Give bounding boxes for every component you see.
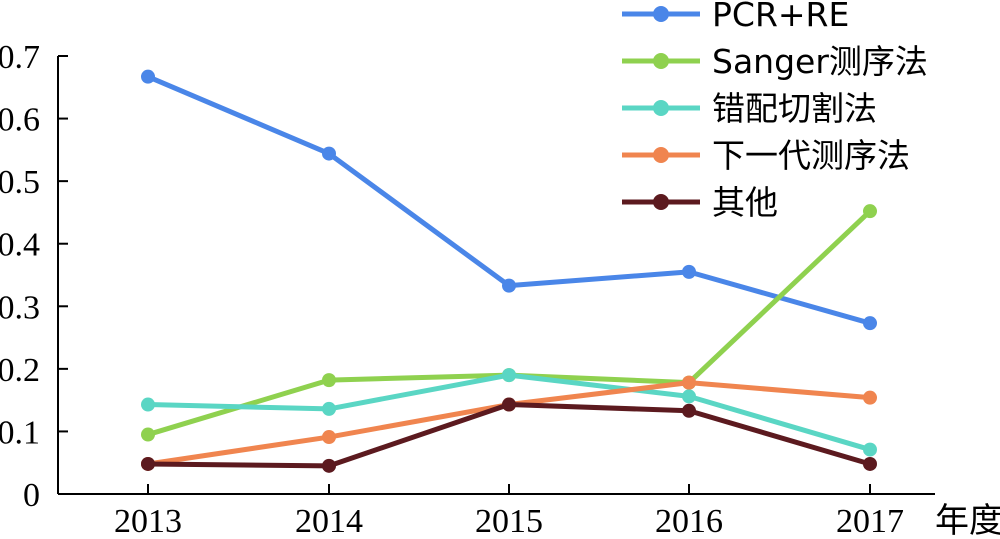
y-tick-label: 0.4 [0, 227, 40, 264]
data-point [322, 401, 336, 416]
legend-swatch-marker [653, 194, 669, 210]
data-point [502, 368, 516, 383]
data-point [141, 456, 155, 471]
series-1 [141, 69, 877, 331]
x-tick-label: 2015 [475, 503, 543, 539]
series-line [147, 380, 871, 467]
x-tick-label: 2016 [655, 503, 723, 539]
data-point [863, 456, 877, 471]
legend-swatch-marker [653, 6, 669, 22]
legend-item: 错配切割法 [622, 89, 877, 128]
x-tick-label: 2013 [114, 503, 182, 539]
axes [57, 56, 935, 495]
data-point [863, 390, 877, 405]
data-point [682, 403, 696, 418]
x-axis-label: 年度 [935, 502, 1000, 539]
legend-label: Sanger测序法 [712, 42, 928, 81]
legend-item: 其他 [622, 183, 778, 222]
data-point [863, 204, 877, 219]
data-point [322, 430, 336, 445]
x-tick-label: 2017 [836, 503, 904, 539]
series-5 [141, 397, 877, 473]
y-ticks: 0 0.1 0.2 0.3 0.4 0.5 0.6 0.7 [0, 39, 68, 514]
data-point [141, 397, 155, 412]
x-ticks: 2013 2014 2015 2016 2017 [114, 484, 904, 539]
y-tick-label: 0.7 [0, 39, 40, 76]
y-tick-label: 0.5 [0, 164, 40, 201]
data-point [502, 278, 516, 293]
y-tick-label: 0 [23, 477, 40, 514]
legend-label: 其他 [712, 183, 778, 222]
series-4 [141, 375, 877, 471]
data-point [863, 442, 877, 457]
series-3 [141, 368, 877, 457]
y-tick-label: 0.6 [0, 102, 40, 139]
y-tick-label: 0.2 [0, 352, 40, 389]
x-tick-label: 2014 [295, 503, 363, 539]
y-tick-label: 0.1 [0, 414, 40, 451]
legend-label: 错配切割法 [712, 89, 877, 128]
legend-label: PCR+RE [712, 0, 849, 34]
data-point [322, 373, 336, 388]
data-point [502, 397, 516, 412]
data-point [141, 427, 155, 442]
data-point [322, 458, 336, 473]
legend-label: 下一代测序法 [712, 136, 910, 175]
legend-item: 下一代测序法 [622, 136, 910, 175]
y-tick-label: 0.3 [0, 289, 40, 326]
legend-swatch-marker [653, 100, 669, 116]
data-point [682, 375, 696, 390]
data-point [682, 389, 696, 404]
data-point [322, 146, 336, 161]
series-line [147, 402, 871, 469]
data-point [682, 264, 696, 279]
data-point [863, 316, 877, 331]
data-point [141, 69, 155, 84]
legend-swatch-marker [653, 147, 669, 163]
legend-item: Sanger测序法 [622, 42, 928, 81]
legend-swatch-marker [653, 53, 669, 69]
series-lines [141, 69, 877, 473]
legend-item: PCR+RE [622, 0, 849, 34]
